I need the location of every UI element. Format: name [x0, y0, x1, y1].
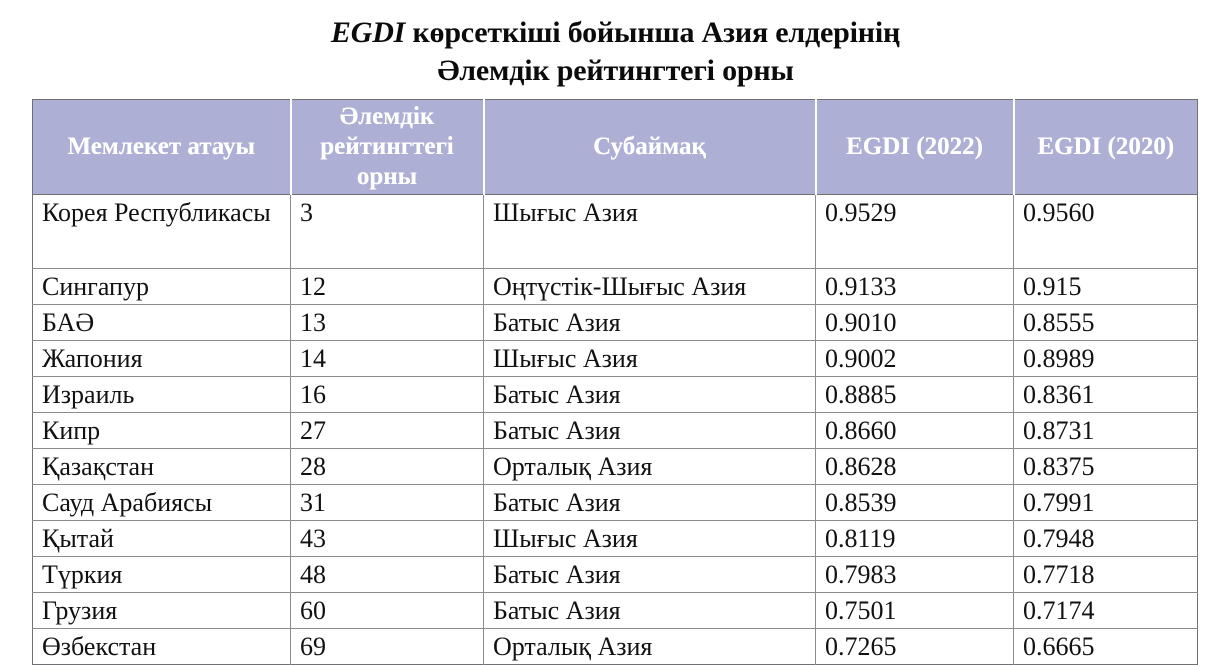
page-title-line-2: Әлемдік рейтингтегі орны	[437, 54, 794, 87]
column-header-rank: Әлемдік рейтингтегі орны	[290, 99, 485, 195]
table-row: Түркия 48 Батыс Азия 0.7983 0.7718	[32, 556, 1198, 593]
column-header-egdi-2020: EGDI (2020)	[1013, 99, 1198, 195]
table-row: Грузия 60 Батыс Азия 0.7501 0.7174	[32, 592, 1198, 629]
cell-egdi-2022: 0.8660	[815, 412, 1014, 449]
cell-egdi-2020: 0.7991	[1013, 484, 1198, 521]
cell-subregion: Шығыс Азия	[483, 520, 816, 557]
table-row: Қазақстан 28 Орталық Азия 0.8628 0.8375	[32, 448, 1198, 485]
cell-subregion: Батыс Азия	[483, 376, 816, 413]
title-acronym: EGDI	[330, 16, 406, 49]
cell-country: Өзбекстан	[32, 628, 291, 665]
cell-rank: 14	[290, 340, 484, 377]
cell-country: Сауд Арабиясы	[32, 484, 291, 521]
cell-country: Корея Республикасы	[32, 194, 291, 269]
table-body: Корея Республикасы 3 Шығыс Азия 0.9529 0…	[32, 194, 1198, 665]
cell-egdi-2022: 0.7501	[815, 592, 1014, 629]
cell-rank: 13	[290, 304, 484, 341]
egdi-table: Мемлекет атауы Әлемдік рейтингтегі орны …	[32, 99, 1198, 665]
page-title: EGDI көрсеткіші бойынша Азия елдерінің Ә…	[0, 0, 1231, 90]
cell-egdi-2022: 0.8628	[815, 448, 1014, 485]
cell-subregion: Орталық Азия	[483, 448, 816, 485]
cell-egdi-2020: 0.8731	[1013, 412, 1198, 449]
cell-rank: 69	[290, 628, 484, 665]
table-row: Израиль 16 Батыс Азия 0.8885 0.8361	[32, 376, 1198, 413]
cell-rank: 28	[290, 448, 484, 485]
cell-subregion: Батыс Азия	[483, 592, 816, 629]
table-row: Корея Республикасы 3 Шығыс Азия 0.9529 0…	[32, 194, 1198, 269]
cell-country: Кипр	[32, 412, 291, 449]
table-row: Жапония 14 Шығыс Азия 0.9002 0.8989	[32, 340, 1198, 377]
cell-rank: 60	[290, 592, 484, 629]
cell-rank: 48	[290, 556, 484, 593]
cell-rank: 3	[290, 194, 484, 269]
cell-rank: 43	[290, 520, 484, 557]
cell-subregion: Орталық Азия	[483, 628, 816, 665]
cell-egdi-2020: 0.9560	[1013, 194, 1198, 269]
table-row: Сингапур 12 Оңтүстік-Шығыс Азия 0.9133 0…	[32, 268, 1198, 305]
cell-rank: 16	[290, 376, 484, 413]
table-row: Өзбекстан 69 Орталық Азия 0.7265 0.6665	[32, 628, 1198, 665]
cell-egdi-2022: 0.8539	[815, 484, 1014, 521]
cell-rank: 27	[290, 412, 484, 449]
cell-country: Қытай	[32, 520, 291, 557]
cell-egdi-2020: 0.8361	[1013, 376, 1198, 413]
table-row: Сауд Арабиясы 31 Батыс Азия 0.8539 0.799…	[32, 484, 1198, 521]
cell-country: Жапония	[32, 340, 291, 377]
table-row: Қытай 43 Шығыс Азия 0.8119 0.7948	[32, 520, 1198, 557]
cell-subregion: Батыс Азия	[483, 556, 816, 593]
cell-country: Грузия	[32, 592, 291, 629]
cell-egdi-2020: 0.8375	[1013, 448, 1198, 485]
cell-egdi-2022: 0.9010	[815, 304, 1014, 341]
table-header: Мемлекет атауы Әлемдік рейтингтегі орны …	[32, 99, 1198, 195]
cell-egdi-2022: 0.9002	[815, 340, 1014, 377]
page-title-line-1: EGDI көрсеткіші бойынша Азия елдерінің	[0, 14, 1231, 52]
cell-country: Израиль	[32, 376, 291, 413]
column-header-subregion: Субаймақ	[483, 99, 817, 195]
cell-subregion: Шығыс Азия	[483, 194, 816, 269]
cell-egdi-2020: 0.8555	[1013, 304, 1198, 341]
cell-egdi-2022: 0.8119	[815, 520, 1014, 557]
column-header-country: Мемлекет атауы	[32, 99, 292, 195]
cell-egdi-2020: 0.7948	[1013, 520, 1198, 557]
cell-subregion: Батыс Азия	[483, 484, 816, 521]
cell-rank: 31	[290, 484, 484, 521]
cell-subregion: Оңтүстік-Шығыс Азия	[483, 268, 816, 305]
cell-subregion: Шығыс Азия	[483, 340, 816, 377]
table-header-row: Мемлекет атауы Әлемдік рейтингтегі орны …	[32, 99, 1198, 195]
cell-subregion: Батыс Азия	[483, 412, 816, 449]
cell-egdi-2020: 0.915	[1013, 268, 1198, 305]
cell-country: Түркия	[32, 556, 291, 593]
cell-egdi-2022: 0.8885	[815, 376, 1014, 413]
cell-egdi-2020: 0.7718	[1013, 556, 1198, 593]
cell-subregion: Батыс Азия	[483, 304, 816, 341]
table-row: БАӘ 13 Батыс Азия 0.9010 0.8555	[32, 304, 1198, 341]
cell-egdi-2022: 0.7265	[815, 628, 1014, 665]
cell-egdi-2020: 0.6665	[1023, 632, 1095, 661]
column-header-egdi-2022: EGDI (2022)	[815, 99, 1015, 195]
table-row: Кипр 27 Батыс Азия 0.8660 0.8731	[32, 412, 1198, 449]
cell-egdi-2020: 0.7174	[1013, 592, 1198, 629]
cell-egdi-2020: 0.8989	[1013, 340, 1198, 377]
cell-egdi-2022: 0.9529	[815, 194, 1014, 269]
cell-egdi-2022: 0.7983	[815, 556, 1014, 593]
cell-egdi-2022: 0.9133	[815, 268, 1014, 305]
cell-rank: 12	[290, 268, 484, 305]
cell-country: Қазақстан	[32, 448, 291, 485]
cell-country: Сингапур	[32, 268, 291, 305]
cell-country: БАӘ	[32, 304, 291, 341]
title-line-1-rest: көрсеткіші бойынша Азия елдерінің	[405, 16, 901, 49]
egdi-table-container: Мемлекет атауы Әлемдік рейтингтегі орны …	[0, 99, 1231, 665]
